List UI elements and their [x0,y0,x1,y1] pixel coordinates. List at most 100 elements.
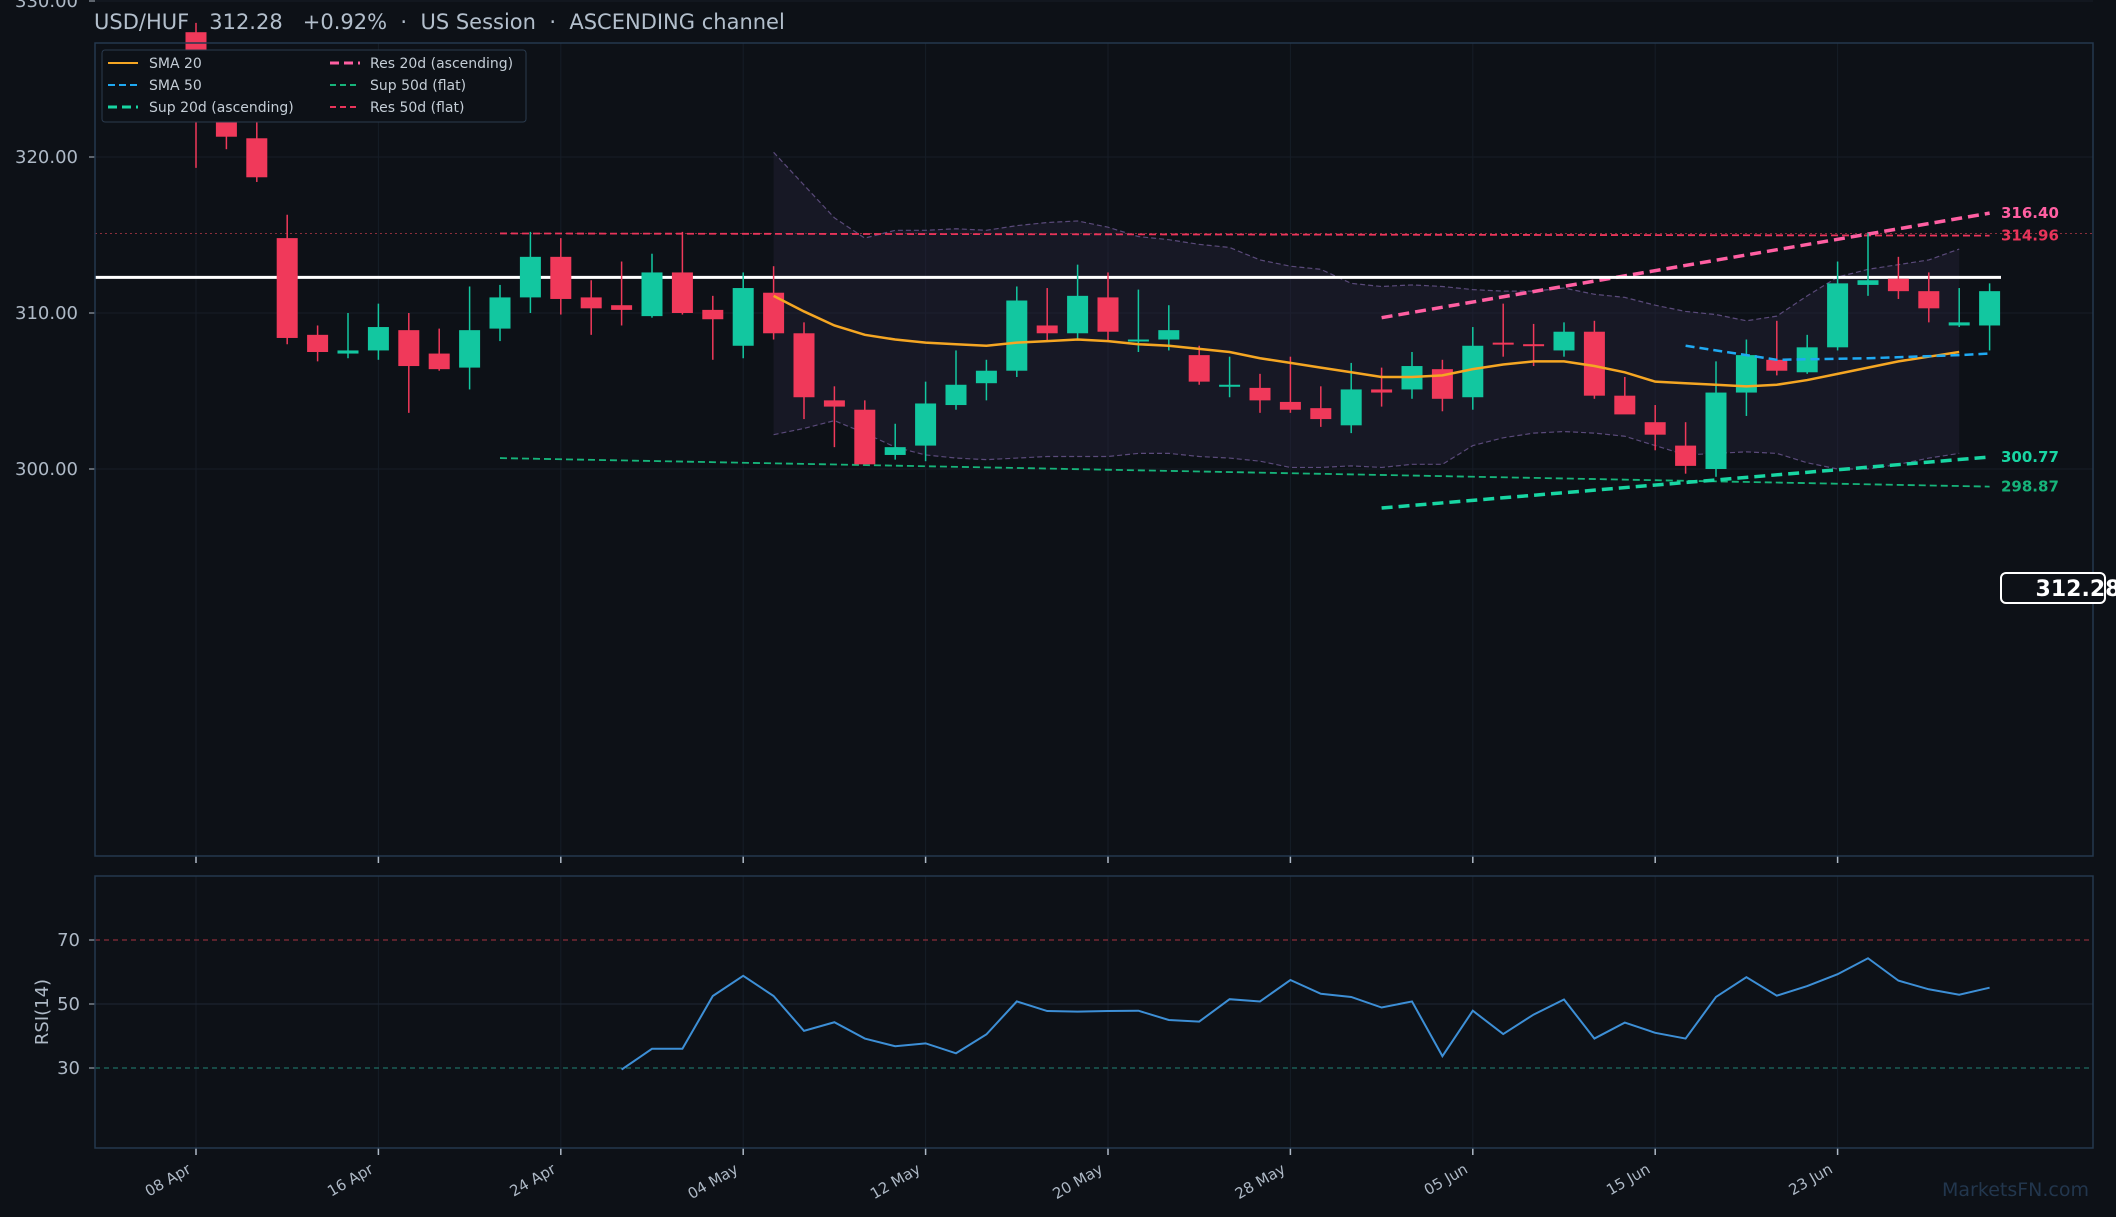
x-tick-label-5: 20 May [1049,1160,1106,1203]
watermark: MarketsFN.com [1942,1179,2089,1201]
candle-body-4 [307,334,329,352]
candle-44 [1523,323,1545,367]
candle-body-25 [945,384,967,406]
candle-11 [519,231,541,313]
candle-46 [1583,320,1605,399]
candle-body-23 [884,447,906,455]
candle-body-46 [1583,331,1605,396]
candle-body-47 [1614,395,1636,415]
rsi-plot-frame [94,875,2094,1149]
candle-30 [1097,272,1119,342]
price-tag-label: 312.28 [2036,577,2116,602]
candle-body-59 [1979,291,2001,326]
y-tick-label-3: 330.00 [15,0,78,12]
candle-21 [823,386,845,448]
candle-body-29 [1067,295,1089,334]
candle-36 [1279,356,1301,413]
candle-body-8 [428,353,450,370]
candle-47 [1614,376,1636,415]
candle-56 [1887,256,1909,299]
legend-sma50: SMA 50 [149,78,202,94]
candle-28 [1036,288,1058,342]
y-tick-label-0: 300.00 [15,459,78,480]
legend-res-asc: Res 20d (ascending) [370,56,513,72]
res-50d-flat [499,232,1990,237]
candle-body-6 [367,327,389,351]
candle-37 [1310,386,1332,427]
candle-9 [459,286,481,390]
candle-32 [1158,305,1180,351]
candle-22 [854,400,876,465]
candle-body-18 [732,288,754,346]
candle-57 [1918,272,1940,323]
chart-header: USD/HUF 312.28 +0.92% · US Session · ASC… [94,10,785,34]
candle-5 [337,313,359,359]
candle-55 [1857,233,1879,296]
candle-body-16 [671,272,693,313]
candle-39 [1371,367,1393,407]
candle-body-20 [793,333,815,398]
candle-body-34 [1219,384,1241,387]
header-sep-1: · [400,10,408,34]
candle-body-32 [1158,330,1180,340]
candle-20 [793,322,815,420]
legend-res-flat: Res 50d (flat) [370,100,464,116]
x-tick-label-8: 15 Jun [1603,1160,1653,1199]
candle-53 [1796,334,1818,374]
candle-body-11 [519,256,541,298]
x-tick-label-7: 05 Jun [1421,1160,1471,1199]
candle-body-22 [854,409,876,465]
candle-body-37 [1310,408,1332,420]
header-pair: USD/HUF [94,10,190,34]
candle-body-28 [1036,325,1058,334]
legend-sma20: SMA 20 [149,56,202,72]
main-plot-frame [94,42,2094,857]
current-price-tag: 312.28 [2000,572,2116,604]
candle-31 [1127,289,1149,352]
sup-20d-ascending-label: 300.77 [2001,448,2059,466]
candle-54 [1827,261,1849,351]
res-20d-ascending [1381,211,1990,320]
candle-14 [611,261,633,326]
candle-body-9 [459,330,481,368]
header-price: 312.28 [209,10,283,34]
band-lower [773,420,1960,470]
candle-3 [276,214,298,345]
candle-body-42 [1462,345,1484,398]
candle-7 [398,313,420,413]
sup-50d-flat-label: 298.87 [2001,478,2059,496]
candle-51 [1735,339,1757,416]
candle-body-17 [702,309,724,320]
candle-body-56 [1887,278,1909,292]
candle-23 [884,423,906,460]
candle-27 [1006,286,1028,377]
moving-averages [773,294,1990,388]
candle-26 [975,359,997,401]
candle-body-51 [1735,355,1757,393]
candle-58 [1948,288,1970,328]
main-grid [95,0,2093,1148]
candle-body-30 [1097,297,1119,332]
header-change: +0.92% [302,10,388,34]
candle-25 [945,350,967,410]
candle-body-43 [1492,342,1514,345]
x-tick-label-3: 04 May [685,1160,742,1203]
x-tick-label-1: 16 Apr [324,1159,377,1200]
candle-17 [702,295,724,360]
candle-13 [580,280,602,335]
rsi-tick-label-2: 70 [57,930,80,951]
candlesticks [185,22,2001,477]
rsi-panel: 30 50 70 RSI(14) [32,930,2093,1079]
header-session: US Session [420,10,536,34]
candle-body-54 [1827,283,1849,348]
candle-45 [1553,322,1575,357]
y-tick-label-2: 320.00 [15,147,78,168]
candle-body-50 [1705,392,1727,469]
x-tick-label-2: 24 Apr [507,1159,560,1200]
candle-29 [1067,264,1089,340]
x-tick-label-6: 28 May [1232,1160,1289,1203]
candle-body-52 [1766,359,1788,371]
candle-body-36 [1279,401,1301,410]
rsi-tick-label-1: 50 [57,994,80,1015]
